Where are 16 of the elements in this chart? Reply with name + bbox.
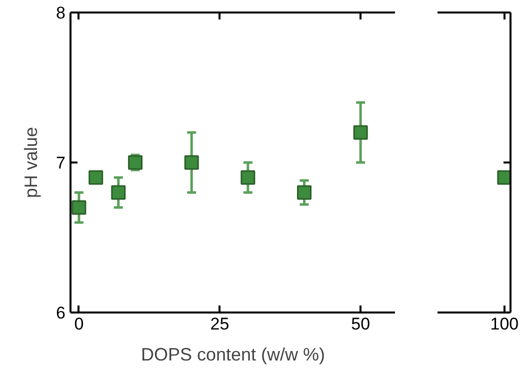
point (353, 125, 368, 140)
point (88, 170, 104, 185)
x-tick-label: 50 (351, 314, 370, 334)
x-tick-label: 100 (490, 314, 519, 334)
x-tick-label: 0 (74, 314, 84, 334)
point (111, 185, 126, 200)
point (184, 155, 199, 170)
y-axis-title: pH value (21, 126, 42, 198)
x-axis-title: DOPS content (w/w %) (140, 344, 326, 364)
y-tick-label: 7 (56, 154, 66, 172)
y-tick-label: 8 (56, 4, 66, 22)
x-tick-label: 25 (210, 314, 230, 334)
point (297, 185, 312, 200)
point (72, 200, 86, 215)
point (240, 170, 256, 185)
y-tick-label: 6 (56, 304, 66, 322)
